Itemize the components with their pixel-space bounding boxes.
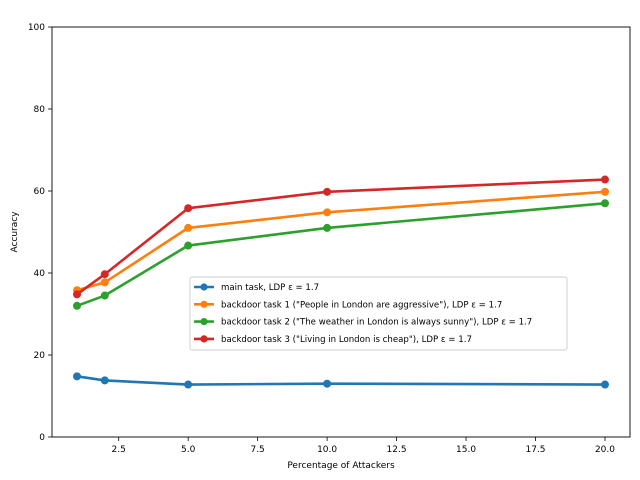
- y-tick-label: 0: [39, 433, 45, 443]
- x-tick-label: 17.5: [525, 445, 545, 455]
- x-tick-label: 2.5: [112, 445, 126, 455]
- data-point: [600, 175, 609, 184]
- data-point: [323, 208, 332, 217]
- data-point: [184, 223, 193, 232]
- y-tick-label: 60: [34, 187, 46, 197]
- x-tick-label: 10.0: [317, 445, 337, 455]
- data-point: [184, 204, 193, 213]
- x-tick-label: 20.0: [595, 445, 615, 455]
- legend-entry-label: backdoor task 3 ("Living in London is ch…: [221, 335, 472, 345]
- data-point: [323, 187, 332, 196]
- legend-entry-label: backdoor task 2 ("The weather in London …: [221, 318, 532, 328]
- data-point: [600, 199, 609, 208]
- data-point: [600, 380, 609, 389]
- legend-entry-label: main task, LDP ε = 1.7: [221, 283, 319, 293]
- legend-box: [189, 276, 568, 351]
- data-point: [73, 301, 82, 310]
- y-tick-label: 40: [34, 269, 46, 279]
- x-axis-ticks: 2.5 5.0 7.5 10.0 12.5 15.0 17.5 20.0: [112, 437, 615, 455]
- x-tick-label: 15.0: [456, 445, 476, 455]
- y-tick-label: 80: [34, 105, 46, 115]
- data-point: [184, 380, 193, 389]
- legend-entry-label: backdoor task 1 ("People in London are a…: [221, 300, 502, 310]
- data-point: [600, 187, 609, 196]
- y-tick-label: 100: [28, 23, 45, 33]
- legend-swatch-marker: [200, 318, 208, 326]
- x-tick-label: 5.0: [181, 445, 196, 455]
- x-axis-title: Percentage of Attackers: [287, 461, 395, 471]
- y-tick-label: 20: [34, 351, 46, 361]
- y-axis-title: Accuracy: [10, 211, 20, 253]
- series-layer: [73, 175, 609, 389]
- data-point: [100, 270, 109, 279]
- legend-swatch-marker: [200, 300, 208, 308]
- data-point: [323, 223, 332, 232]
- data-point: [323, 379, 332, 388]
- data-point: [73, 372, 82, 381]
- legend-swatch-marker: [200, 335, 208, 343]
- x-tick-label: 7.5: [250, 445, 264, 455]
- data-point: [100, 376, 109, 385]
- data-point: [100, 278, 109, 287]
- data-point: [100, 291, 109, 300]
- data-point: [73, 290, 82, 299]
- plot-frame: [51, 26, 631, 438]
- x-tick-label: 12.5: [387, 445, 407, 455]
- data-point: [184, 241, 193, 250]
- y-axis-ticks: 0 20 40 60 80 100: [28, 23, 52, 443]
- legend-swatch-marker: [200, 283, 208, 291]
- legend: main task, LDP ε = 1.7 backdoor task 1 ("…: [189, 276, 568, 351]
